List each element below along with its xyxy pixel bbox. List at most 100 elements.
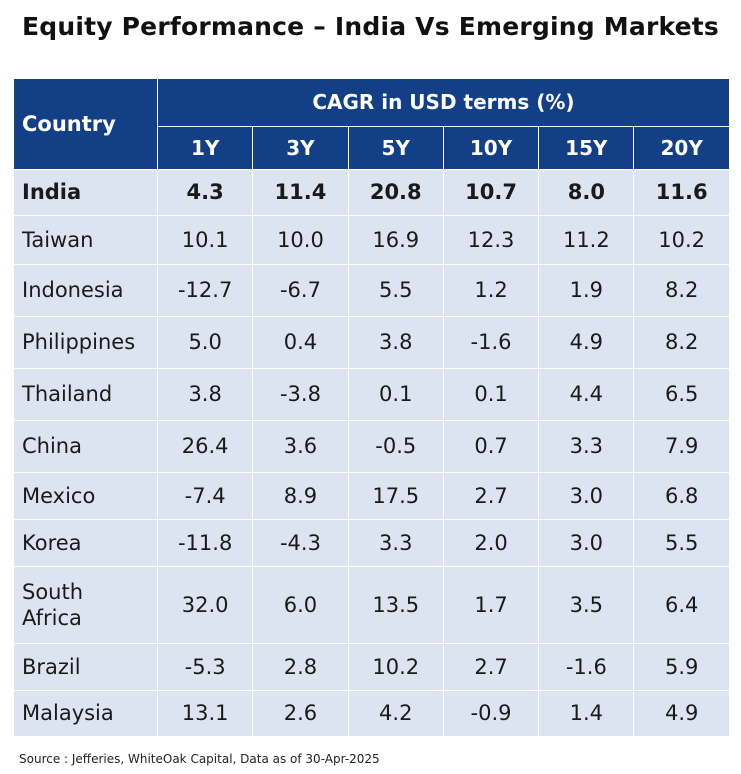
- value-cell-3y: 0.4: [252, 316, 349, 369]
- performance-table: Country CAGR in USD terms (%) 1Y 3Y 5Y 10Y 1…: [13, 78, 730, 737]
- country-cell: India: [13, 169, 158, 216]
- value-cell-5y: -0.5: [347, 420, 444, 473]
- value-cell-1y: -11.8: [156, 519, 254, 567]
- country-cell: China: [13, 420, 158, 473]
- table-row: South Africa 32.0 6.0 13.5 1.7 3.5 6.4: [13, 566, 730, 644]
- value-cell-3y: 2.8: [252, 643, 349, 691]
- value-cell-3y: 6.0: [252, 566, 349, 644]
- value-cell-20y: 5.9: [633, 643, 730, 691]
- value-cell-3y: -6.7: [252, 264, 349, 317]
- value-cell-3y: 10.0: [252, 215, 349, 265]
- value-cell-5y: 3.3: [347, 519, 444, 567]
- country-cell: Brazil: [13, 643, 158, 691]
- value-cell-3y: 8.9: [252, 472, 349, 520]
- source-note: Source : Jefferies, WhiteOak Capital, Da…: [19, 752, 380, 766]
- value-cell-10y: 12.3: [442, 215, 540, 265]
- value-cell-1y: 5.0: [156, 316, 254, 369]
- value-cell-10y: -0.9: [442, 690, 540, 737]
- value-cell-1y: -7.4: [156, 472, 254, 520]
- table-body: India 4.3 11.4 20.8 10.7 8.0 11.6 Taiwan 10.1 10.…: [13, 169, 730, 737]
- value-cell-5y: 16.9: [347, 215, 444, 265]
- value-cell-15y: 3.5: [538, 566, 635, 644]
- value-cell-5y: 13.5: [347, 566, 444, 644]
- value-cell-10y: 10.7: [442, 169, 540, 216]
- value-cell-10y: 0.1: [442, 368, 540, 421]
- page-title: Equity Performance – India Vs Emerging M…: [21, 12, 720, 41]
- value-cell-5y: 20.8: [347, 169, 444, 216]
- value-cell-3y: -3.8: [252, 368, 349, 421]
- period-header-1y: 1Y: [156, 125, 254, 171]
- country-cell: South Africa: [13, 566, 158, 644]
- country-column-header: Country: [13, 78, 158, 170]
- country-cell: Korea: [13, 519, 158, 567]
- country-cell: Indonesia: [13, 264, 158, 317]
- value-cell-1y: -5.3: [156, 643, 254, 691]
- value-cell-15y: -1.6: [538, 643, 635, 691]
- value-cell-15y: 11.2: [538, 215, 635, 265]
- value-cell-20y: 6.4: [633, 566, 730, 644]
- period-header-row: 1Y 3Y 5Y 10Y 15Y 20Y: [14, 125, 730, 171]
- table-row: Philippines 5.0 0.4 3.8 -1.6 4.9 8.2: [13, 316, 730, 369]
- value-cell-20y: 11.6: [633, 169, 730, 216]
- value-cell-20y: 6.5: [633, 368, 730, 421]
- value-cell-15y: 3.0: [538, 519, 635, 567]
- table-row: Mexico -7.4 8.9 17.5 2.7 3.0 6.8: [13, 472, 730, 520]
- value-cell-10y: 2.7: [442, 643, 540, 691]
- value-cell-20y: 6.8: [633, 472, 730, 520]
- value-cell-5y: 0.1: [347, 368, 444, 421]
- period-header-15y: 15Y: [538, 125, 635, 171]
- period-header-10y: 10Y: [442, 125, 540, 171]
- country-cell: Thailand: [13, 368, 158, 421]
- table-row: Thailand 3.8 -3.8 0.1 0.1 4.4 6.5: [13, 368, 730, 421]
- country-cell: Malaysia: [13, 690, 158, 737]
- value-cell-3y: 11.4: [252, 169, 349, 216]
- value-cell-15y: 4.9: [538, 316, 635, 369]
- period-header-5y: 5Y: [347, 125, 444, 171]
- country-cell: Mexico: [13, 472, 158, 520]
- table-row: Korea -11.8 -4.3 3.3 2.0 3.0 5.5: [13, 519, 730, 567]
- value-cell-15y: 4.4: [538, 368, 635, 421]
- value-cell-10y: 1.7: [442, 566, 540, 644]
- value-cell-5y: 10.2: [347, 643, 444, 691]
- table-row: Taiwan 10.1 10.0 16.9 12.3 11.2 10.2: [13, 215, 730, 265]
- value-cell-15y: 8.0: [538, 169, 635, 216]
- value-cell-5y: 5.5: [347, 264, 444, 317]
- value-cell-20y: 8.2: [633, 316, 730, 369]
- table-row: Indonesia -12.7 -6.7 5.5 1.2 1.9 8.2: [13, 264, 730, 317]
- value-cell-20y: 7.9: [633, 420, 730, 473]
- value-cell-10y: 0.7: [442, 420, 540, 473]
- value-cell-10y: 2.0: [442, 519, 540, 567]
- value-cell-1y: -12.7: [156, 264, 254, 317]
- value-cell-1y: 26.4: [156, 420, 254, 473]
- value-cell-15y: 3.3: [538, 420, 635, 473]
- value-cell-20y: 4.9: [633, 690, 730, 737]
- table-row: India 4.3 11.4 20.8 10.7 8.0 11.6: [13, 169, 730, 216]
- value-cell-5y: 3.8: [347, 316, 444, 369]
- table-row: Malaysia 13.1 2.6 4.2 -0.9 1.4 4.9: [13, 690, 730, 737]
- value-cell-1y: 4.3: [156, 169, 254, 216]
- cagr-group-header: CAGR in USD terms (%): [157, 78, 730, 127]
- table-row: Brazil -5.3 2.8 10.2 2.7 -1.6 5.9: [13, 643, 730, 691]
- value-cell-3y: 2.6: [252, 690, 349, 737]
- period-header-20y: 20Y: [633, 125, 730, 171]
- value-cell-1y: 3.8: [156, 368, 254, 421]
- value-cell-5y: 4.2: [347, 690, 444, 737]
- country-cell: Philippines: [13, 316, 158, 369]
- value-cell-15y: 1.4: [538, 690, 635, 737]
- value-cell-1y: 10.1: [156, 215, 254, 265]
- value-cell-15y: 1.9: [538, 264, 635, 317]
- value-cell-10y: -1.6: [442, 316, 540, 369]
- value-cell-5y: 17.5: [347, 472, 444, 520]
- value-cell-1y: 13.1: [156, 690, 254, 737]
- value-cell-3y: 3.6: [252, 420, 349, 473]
- value-cell-20y: 8.2: [633, 264, 730, 317]
- value-cell-20y: 10.2: [633, 215, 730, 265]
- value-cell-10y: 2.7: [442, 472, 540, 520]
- value-cell-3y: -4.3: [252, 519, 349, 567]
- table-row: China 26.4 3.6 -0.5 0.7 3.3 7.9: [13, 420, 730, 473]
- value-cell-1y: 32.0: [156, 566, 254, 644]
- value-cell-20y: 5.5: [633, 519, 730, 567]
- value-cell-15y: 3.0: [538, 472, 635, 520]
- value-cell-10y: 1.2: [442, 264, 540, 317]
- period-header-3y: 3Y: [252, 125, 349, 171]
